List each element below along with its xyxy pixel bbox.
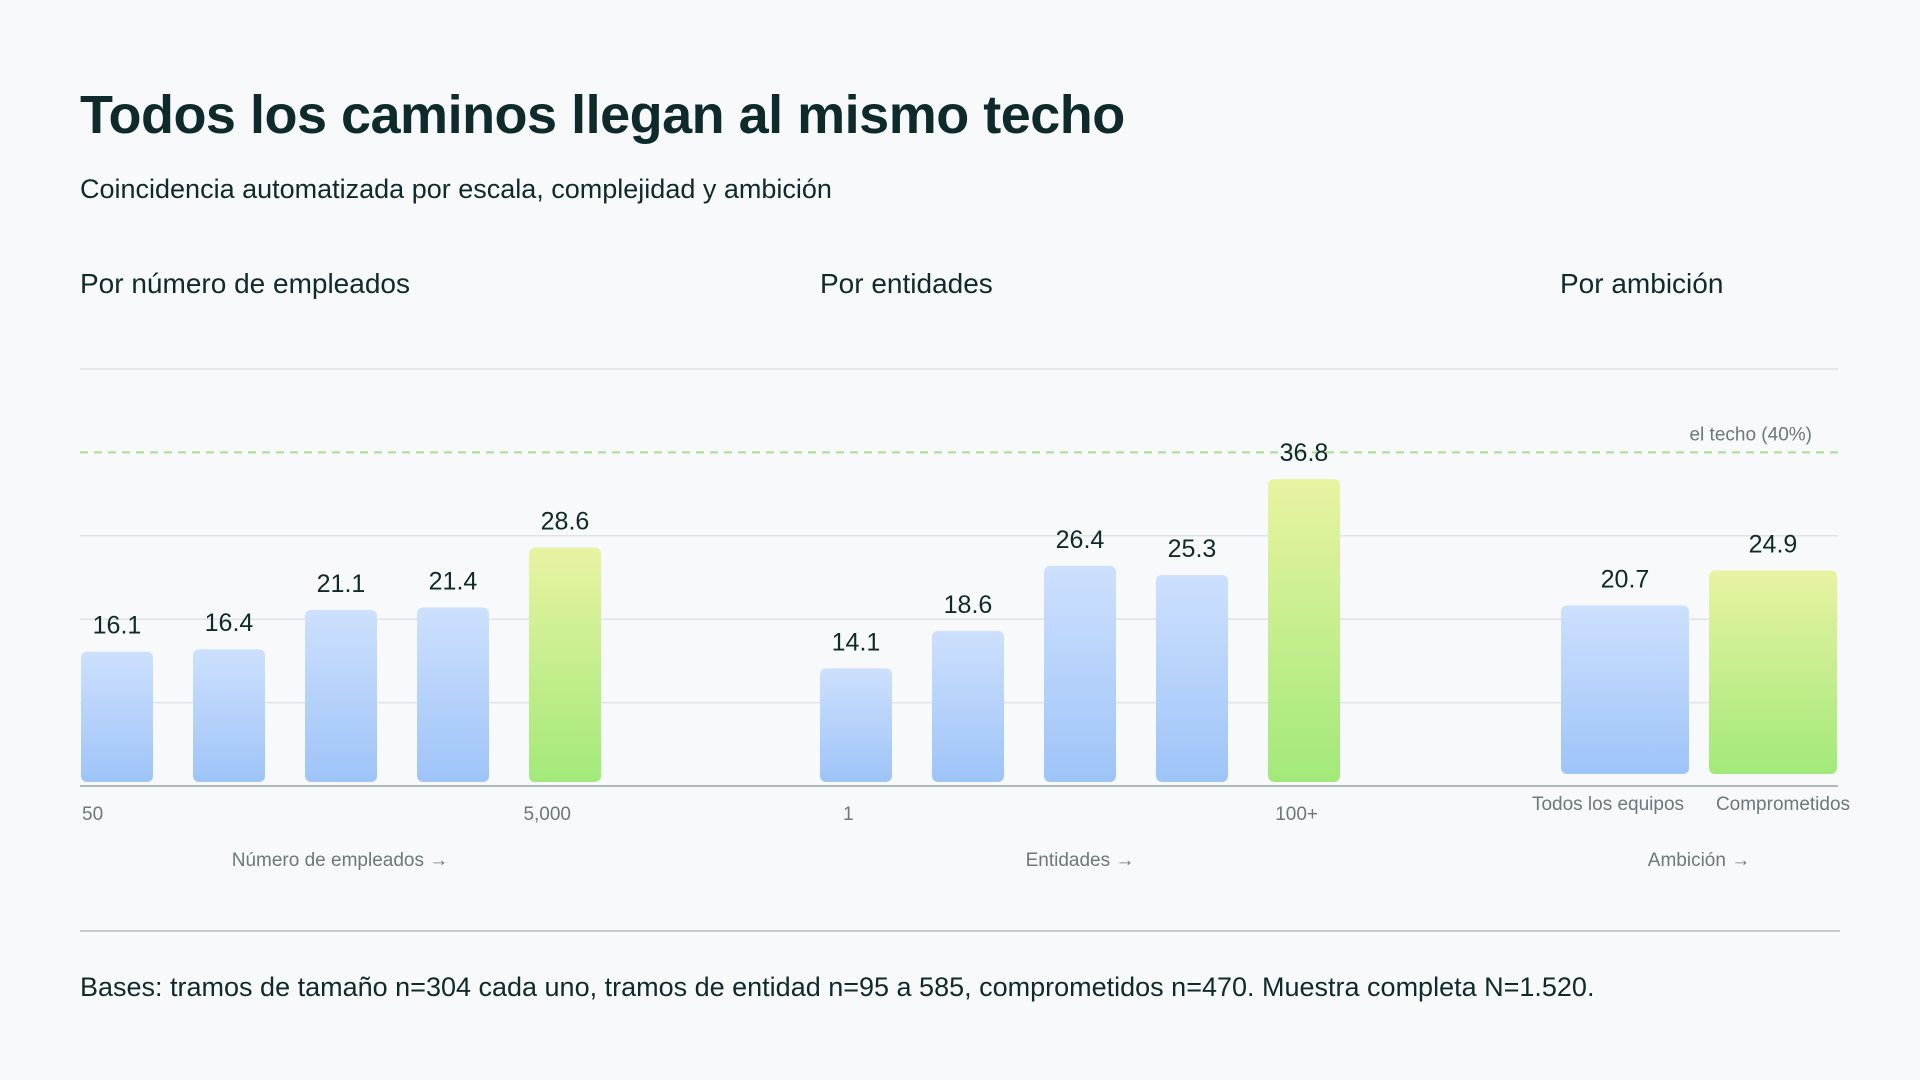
- data-label-2-1: 24.9: [1749, 530, 1798, 558]
- panel-title-ambition: Por ambición: [1560, 268, 1724, 299]
- tick-label-1-0: 1: [843, 804, 854, 825]
- bar-0-2: [305, 610, 377, 782]
- tick-label-1-4: 100+: [1275, 804, 1318, 825]
- bar-2-0: [1561, 605, 1689, 774]
- footer-divider: [80, 930, 1840, 932]
- bar-1-1: [932, 630, 1004, 782]
- data-label-0-4: 28.6: [541, 507, 590, 535]
- bar-1-3: [1156, 574, 1228, 782]
- data-label-1-2: 26.4: [1056, 526, 1105, 554]
- x-axis-label-1: Entidades →: [1026, 850, 1135, 871]
- data-label-0-0: 16.1: [93, 612, 142, 640]
- chart-title: Todos los caminos llegan al mismo techo: [80, 85, 1125, 145]
- chart-subtitle: Coincidencia automatizada por escala, co…: [80, 174, 832, 204]
- tick-label-0-4: 5,000: [523, 804, 571, 825]
- data-label-0-1: 16.4: [205, 609, 254, 637]
- bar-2-1: [1709, 570, 1837, 774]
- footnote: Bases: tramos de tamaño n=304 cada uno, …: [80, 972, 1595, 1002]
- data-label-1-3: 25.3: [1168, 535, 1217, 563]
- data-label-1-0: 14.1: [832, 628, 881, 656]
- data-label-0-2: 21.1: [317, 570, 366, 598]
- bar-0-4: [529, 547, 601, 782]
- bar-1-0: [820, 668, 892, 782]
- data-label-2-0: 20.7: [1601, 565, 1650, 593]
- tick-label-2-1: Comprometidos: [1716, 794, 1850, 815]
- ceiling-label: el techo (40%): [1689, 424, 1812, 445]
- panel-title-entities: Por entidades: [820, 268, 993, 299]
- data-label-0-3: 21.4: [429, 568, 478, 596]
- bar-0-3: [417, 607, 489, 782]
- tick-label-0-0: 50: [82, 804, 103, 825]
- data-label-1-1: 18.6: [944, 591, 993, 619]
- x-axis-label-0: Número de empleados →: [232, 850, 449, 871]
- x-axis-label-2: Ambición →: [1648, 850, 1750, 871]
- bar-1-2: [1044, 565, 1116, 782]
- data-label-1-4: 36.8: [1280, 439, 1329, 467]
- bar-0-0: [81, 651, 153, 782]
- bar-1-4: [1268, 479, 1340, 782]
- tick-label-2-0: Todos los equipos: [1532, 794, 1684, 815]
- panel-title-employees: Por número de empleados: [80, 268, 410, 299]
- bar-0-1: [193, 649, 265, 782]
